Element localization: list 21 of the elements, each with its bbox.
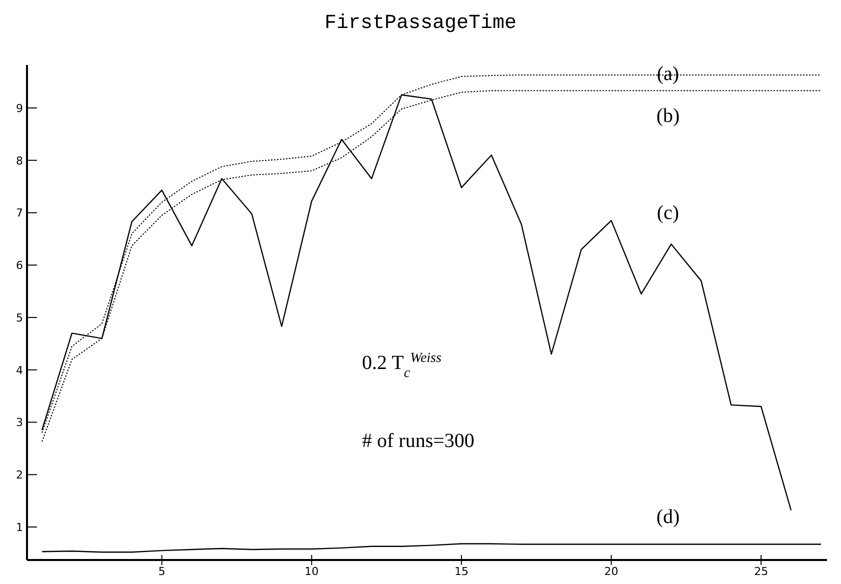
- y-tick-label: 9: [16, 102, 23, 115]
- y-tick-label: 2: [16, 468, 23, 482]
- y-tick-label: 5: [16, 311, 23, 324]
- y-tick-label: 7: [16, 206, 23, 220]
- y-tick-label: 4: [16, 364, 23, 377]
- x-tick-label: 10: [304, 565, 319, 578]
- annotation: # of runs=300: [362, 430, 474, 452]
- x-tick-label: 15: [454, 565, 468, 578]
- x-tick-label: 20: [604, 565, 618, 578]
- x-tick-label: 5: [158, 565, 166, 578]
- y-tick-label: 1: [16, 521, 23, 534]
- line-series: [41, 543, 822, 553]
- annotation: (b): [656, 105, 680, 127]
- annotation: (c): [656, 202, 680, 224]
- y-tick-label: 8: [16, 154, 23, 168]
- y-tick-label: 6: [16, 259, 23, 272]
- annotation: (d): [656, 506, 680, 528]
- chart-title: FirstPassageTime: [324, 12, 517, 35]
- y-tick-label: 3: [16, 416, 23, 430]
- x-tick-label: 25: [754, 565, 768, 578]
- annotation: (a): [656, 63, 680, 85]
